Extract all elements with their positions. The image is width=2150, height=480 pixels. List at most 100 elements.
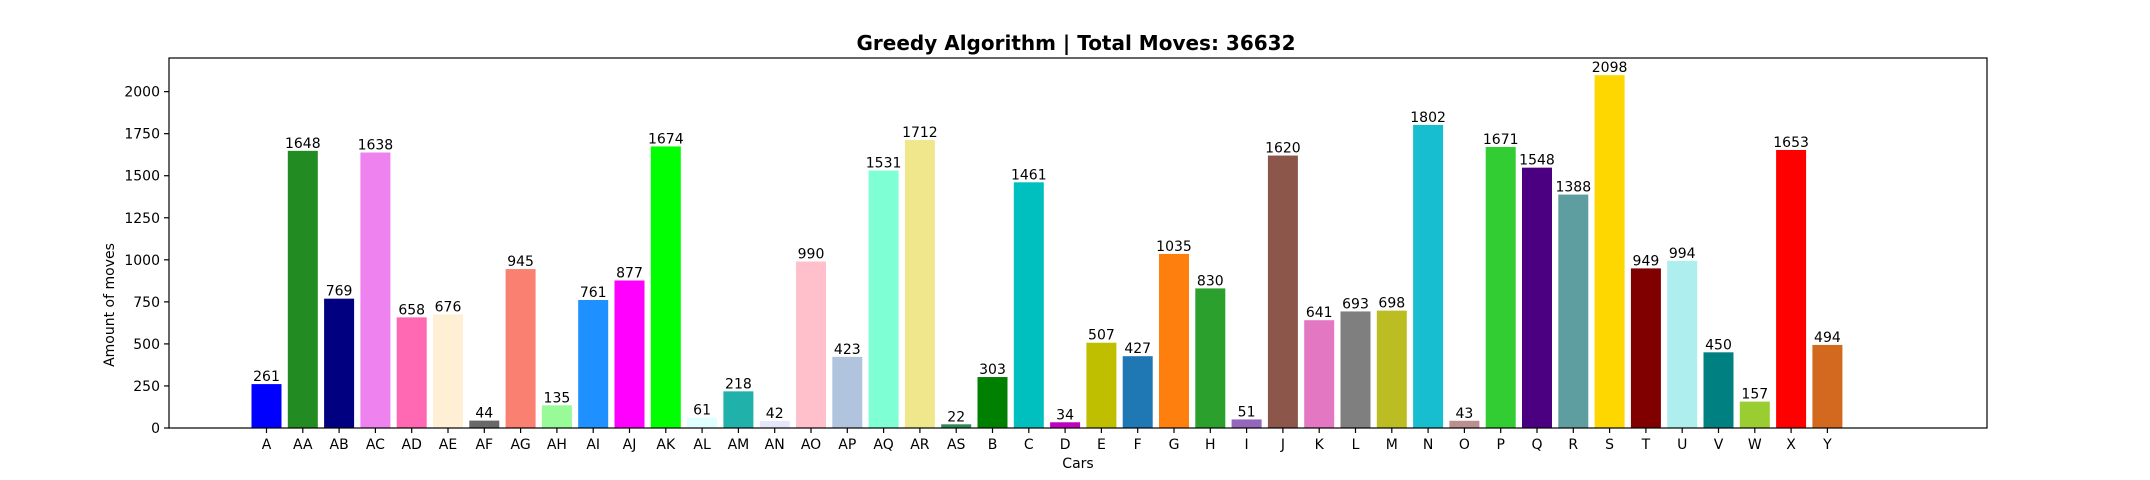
bar-s xyxy=(1594,75,1625,429)
x-tick-label-y: Y xyxy=(1822,437,1832,453)
x-tick-label-ah: AH xyxy=(547,437,567,453)
data-label-n: 1802 xyxy=(1410,110,1446,126)
bar-m xyxy=(1376,310,1407,428)
data-label-k: 641 xyxy=(1306,305,1333,321)
data-label-i: 51 xyxy=(1238,404,1256,420)
bar-y xyxy=(1812,344,1843,428)
data-label-am: 218 xyxy=(725,376,752,392)
y-tick-label-0: 0 xyxy=(151,421,160,437)
x-tick-label-e: E xyxy=(1097,437,1106,453)
data-label-ai: 761 xyxy=(580,285,607,301)
bar-ae xyxy=(433,314,463,428)
x-tick-label-u: U xyxy=(1677,437,1687,453)
data-label-ap: 423 xyxy=(834,342,861,358)
y-axis-ticks: 0 250 500 750 1000 1250 1500 1750 2000 xyxy=(124,85,169,437)
y-tick-label-1250: 1250 xyxy=(124,211,160,227)
bar-as xyxy=(941,424,972,428)
x-tick-label-n: N xyxy=(1423,437,1433,453)
x-tick-label-h: H xyxy=(1205,437,1216,453)
bar-ah xyxy=(541,405,572,428)
data-label-h: 830 xyxy=(1197,273,1224,289)
bar-l xyxy=(1340,311,1371,428)
data-label-c: 1461 xyxy=(1011,167,1047,183)
bar-al xyxy=(687,417,718,428)
data-label-r: 1388 xyxy=(1555,180,1591,196)
y-tick-label-1000: 1000 xyxy=(124,253,160,269)
y-tick-label-1750: 1750 xyxy=(124,127,160,143)
data-label-v: 450 xyxy=(1705,337,1732,353)
data-label-ao: 990 xyxy=(798,247,825,263)
data-label-m: 698 xyxy=(1378,296,1405,312)
bar-ao xyxy=(796,261,826,428)
bar-o xyxy=(1449,420,1480,428)
data-label-y: 494 xyxy=(1814,330,1841,346)
data-label-as: 22 xyxy=(947,409,965,425)
bar-r xyxy=(1558,194,1589,428)
x-tick-label-aj: AJ xyxy=(623,437,637,453)
x-tick-label-ap: AP xyxy=(838,437,856,453)
data-label-w: 157 xyxy=(1741,387,1768,403)
data-label-aa: 1648 xyxy=(285,136,321,152)
x-tick-label-ag: AG xyxy=(511,437,531,453)
x-tick-label-l: L xyxy=(1352,437,1360,453)
bar-ag xyxy=(505,269,536,428)
bar-h xyxy=(1195,288,1226,428)
bar-u xyxy=(1667,260,1698,428)
x-tick-label-k: K xyxy=(1315,437,1325,453)
x-tick-label-d: D xyxy=(1060,437,1071,453)
bar-i xyxy=(1231,419,1262,428)
x-tick-label-ac: AC xyxy=(366,437,385,453)
x-tick-label-g: G xyxy=(1169,437,1180,453)
x-tick-label-b: B xyxy=(988,437,998,453)
data-label-ad: 658 xyxy=(398,302,425,318)
x-tick-label-v: V xyxy=(1714,437,1724,453)
data-label-l: 693 xyxy=(1342,296,1369,312)
bar-b xyxy=(977,377,1008,428)
data-label-b: 303 xyxy=(979,362,1006,378)
y-tick-label-2000: 2000 xyxy=(124,85,160,101)
x-tick-label-ad: AD xyxy=(402,437,422,453)
x-tick-label-ab: AB xyxy=(330,437,349,453)
data-label-aj: 877 xyxy=(616,266,643,282)
x-tick-label-a: A xyxy=(262,437,272,453)
bar-t xyxy=(1630,268,1661,428)
x-tick-label-w: W xyxy=(1748,437,1762,453)
data-label-ae: 676 xyxy=(435,299,462,315)
data-label-x: 1653 xyxy=(1773,135,1809,151)
bar-x xyxy=(1776,150,1807,428)
x-tick-label-aa: AA xyxy=(293,437,313,453)
data-label-q: 1548 xyxy=(1519,153,1555,169)
bar-j xyxy=(1267,155,1298,429)
data-label-u: 994 xyxy=(1669,246,1696,262)
bar-ad xyxy=(396,317,427,428)
bar-af xyxy=(469,420,500,428)
x-tick-label-am: AM xyxy=(728,437,750,453)
bar-g xyxy=(1159,253,1189,428)
bar-a xyxy=(251,384,282,428)
data-label-ag: 945 xyxy=(507,254,534,270)
y-tick-label-250: 250 xyxy=(133,379,160,395)
bar-aa xyxy=(287,150,318,428)
data-label-s: 2098 xyxy=(1592,60,1628,76)
bar-aq xyxy=(868,170,899,428)
data-label-f: 427 xyxy=(1124,341,1151,357)
data-label-t: 949 xyxy=(1633,253,1660,269)
plot-frame xyxy=(168,57,1988,429)
x-tick-label-o: O xyxy=(1459,437,1470,453)
y-tick-label-500: 500 xyxy=(133,337,160,353)
bar-d xyxy=(1050,422,1081,428)
bar-ai xyxy=(578,300,609,428)
bar-c xyxy=(1013,182,1044,428)
data-label-e: 507 xyxy=(1088,328,1115,344)
bar-e xyxy=(1086,342,1117,428)
bar-p xyxy=(1485,146,1516,428)
bar-ak xyxy=(650,146,681,428)
x-tick-label-m: M xyxy=(1386,437,1398,453)
x-tick-label-ae: AE xyxy=(439,437,457,453)
x-tick-label-q: Q xyxy=(1531,437,1542,453)
x-tick-label-ai: AI xyxy=(586,437,600,453)
bar-ar xyxy=(904,140,935,428)
data-label-g: 1035 xyxy=(1156,239,1192,255)
